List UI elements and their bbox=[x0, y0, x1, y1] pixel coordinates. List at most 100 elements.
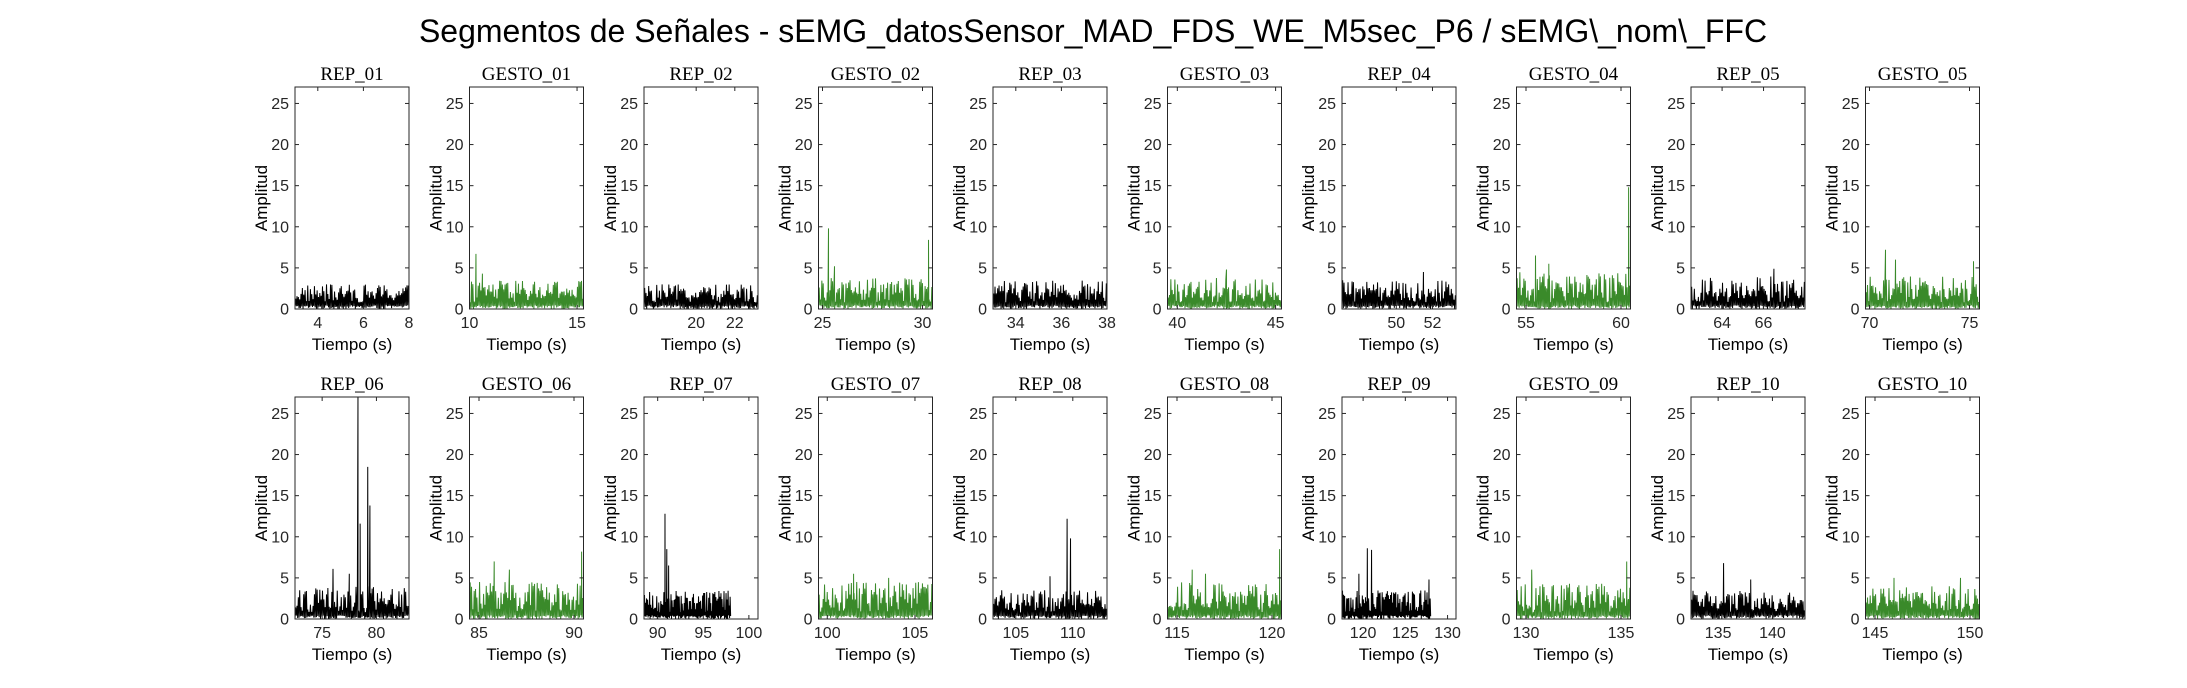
subplot-title: GESTO_09 bbox=[1529, 374, 1618, 395]
x-axis-label: Tiempo (s) bbox=[1359, 645, 1440, 664]
subplot-title: GESTO_06 bbox=[482, 374, 571, 395]
signal-series-gesto-01 bbox=[469, 253, 584, 309]
axes-box bbox=[1690, 396, 1806, 620]
x-axis-label: Tiempo (s) bbox=[1882, 335, 1963, 354]
x-axis-label: Tiempo (s) bbox=[1184, 335, 1265, 354]
y-tick-label: 20 bbox=[446, 137, 464, 154]
y-tick-label: 25 bbox=[1667, 96, 1685, 113]
axes-box bbox=[992, 86, 1108, 310]
subplot-rep-01: 0 5 10 15 20 25 4 6 8 REP_01 Tiempo (s) Amplitud bbox=[252, 64, 414, 354]
y-tick-label: 0 bbox=[1676, 302, 1685, 319]
x-tick-label: 15 bbox=[568, 315, 586, 332]
figure-title: Segmentos de Señales - sEMG_datosSensor_… bbox=[419, 13, 1767, 49]
subplot-title: REP_05 bbox=[1716, 64, 1779, 85]
y-tick-label: 10 bbox=[795, 219, 813, 236]
y-tick-label: 5 bbox=[1676, 570, 1685, 587]
axes-box bbox=[1341, 86, 1457, 310]
y-tick-label: 20 bbox=[271, 137, 289, 154]
y-tick-label: 15 bbox=[795, 178, 813, 195]
y-tick-label: 0 bbox=[978, 612, 987, 629]
y-tick-label: 20 bbox=[969, 447, 987, 464]
x-tick-label: 115 bbox=[1164, 625, 1190, 642]
signal-series-rep-02 bbox=[644, 284, 758, 309]
y-tick-label: 10 bbox=[620, 529, 638, 546]
y-tick-label: 25 bbox=[969, 96, 987, 113]
subplot-rep-09: 0 5 10 15 20 25 120 125 130 REP_09 Tiempo (s) Ampli… bbox=[1299, 374, 1461, 664]
x-axis-label: Tiempo (s) bbox=[1533, 335, 1614, 354]
y-tick-label: 20 bbox=[1842, 447, 1860, 464]
x-tick-label: 120 bbox=[1350, 625, 1377, 642]
y-tick-label: 10 bbox=[271, 529, 289, 546]
axes-box bbox=[1516, 86, 1631, 310]
x-axis-label: Tiempo (s) bbox=[312, 335, 393, 354]
y-axis-label: Amplitud bbox=[776, 165, 795, 231]
axes-box bbox=[469, 396, 584, 620]
y-tick-label: 20 bbox=[1318, 137, 1336, 154]
y-tick-label: 0 bbox=[1502, 302, 1511, 319]
y-tick-label: 10 bbox=[969, 529, 987, 546]
y-axis-label: Amplitud bbox=[1125, 165, 1144, 231]
y-tick-label: 20 bbox=[620, 447, 638, 464]
x-axis-label: Tiempo (s) bbox=[1184, 645, 1265, 664]
subplot-title: REP_08 bbox=[1018, 374, 1081, 395]
x-tick-label: 90 bbox=[565, 625, 583, 642]
y-tick-label: 5 bbox=[1153, 570, 1162, 587]
axes-box bbox=[469, 86, 584, 310]
signal-series-rep-03 bbox=[993, 280, 1107, 309]
signal-series-rep-10 bbox=[1691, 563, 1805, 619]
x-tick-label: 52 bbox=[1424, 315, 1442, 332]
y-tick-label: 20 bbox=[446, 447, 464, 464]
y-tick-label: 0 bbox=[1851, 612, 1860, 629]
y-tick-label: 25 bbox=[1493, 96, 1511, 113]
y-tick-label: 5 bbox=[280, 260, 289, 277]
x-axis-label: Tiempo (s) bbox=[1882, 645, 1963, 664]
y-tick-label: 5 bbox=[978, 260, 987, 277]
y-tick-label: 25 bbox=[1842, 406, 1860, 423]
x-axis-label: Tiempo (s) bbox=[486, 645, 567, 664]
subplot-title: GESTO_02 bbox=[831, 64, 920, 85]
x-tick-label: 100 bbox=[814, 625, 841, 642]
y-tick-label: 10 bbox=[620, 219, 638, 236]
y-tick-label: 25 bbox=[1318, 96, 1336, 113]
subplot-title: GESTO_04 bbox=[1529, 64, 1619, 85]
x-tick-label: 25 bbox=[814, 315, 832, 332]
y-tick-label: 20 bbox=[795, 137, 813, 154]
x-axis-label: Tiempo (s) bbox=[1359, 335, 1440, 354]
axes-box bbox=[294, 396, 410, 620]
y-tick-label: 0 bbox=[1676, 612, 1685, 629]
x-tick-label: 125 bbox=[1392, 625, 1419, 642]
y-tick-label: 20 bbox=[1493, 137, 1511, 154]
x-tick-label: 135 bbox=[1705, 625, 1732, 642]
signal-series-gesto-07 bbox=[818, 573, 933, 619]
x-axis-label: Tiempo (s) bbox=[486, 335, 567, 354]
y-tick-label: 0 bbox=[455, 612, 464, 629]
y-tick-label: 25 bbox=[271, 406, 289, 423]
x-tick-label: 145 bbox=[1862, 625, 1889, 642]
signal-series-rep-07 bbox=[644, 513, 732, 619]
y-tick-label: 10 bbox=[271, 219, 289, 236]
axes-box bbox=[1865, 396, 1980, 620]
signal-series-rep-05 bbox=[1691, 268, 1805, 309]
y-tick-label: 15 bbox=[446, 488, 464, 505]
subplot-title: GESTO_05 bbox=[1878, 64, 1967, 85]
axes-box bbox=[1341, 396, 1457, 620]
signal-series-rep-04 bbox=[1342, 271, 1456, 309]
y-axis-label: Amplitud bbox=[427, 165, 446, 231]
subplot-title: GESTO_08 bbox=[1180, 374, 1269, 395]
x-tick-label: 130 bbox=[1513, 625, 1540, 642]
subplot-gesto-02: 0 5 10 15 20 25 25 30 GESTO_02 Tiempo (s) Amplitud bbox=[776, 64, 933, 354]
y-tick-label: 20 bbox=[1842, 137, 1860, 154]
y-axis-label: Amplitud bbox=[1299, 475, 1318, 541]
y-tick-label: 25 bbox=[1318, 406, 1336, 423]
subplot-gesto-09: 0 5 10 15 20 25 130 135 GESTO_09 Tiempo (s) Amplit… bbox=[1474, 374, 1635, 664]
subplot-gesto-06: 0 5 10 15 20 25 85 90 GESTO_06 Tiempo (s) Amplitud bbox=[427, 374, 584, 664]
y-tick-label: 5 bbox=[629, 260, 638, 277]
y-tick-label: 15 bbox=[1318, 488, 1336, 505]
x-tick-label: 20 bbox=[687, 315, 705, 332]
subplot-title: REP_04 bbox=[1367, 64, 1431, 85]
y-tick-label: 5 bbox=[455, 260, 464, 277]
subplot-rep-10: 0 5 10 15 20 25 135 140 REP_10 Tiempo (s) Amplitud bbox=[1648, 374, 1806, 664]
x-axis-label: Tiempo (s) bbox=[1010, 335, 1091, 354]
y-axis-label: Amplitud bbox=[950, 475, 969, 541]
